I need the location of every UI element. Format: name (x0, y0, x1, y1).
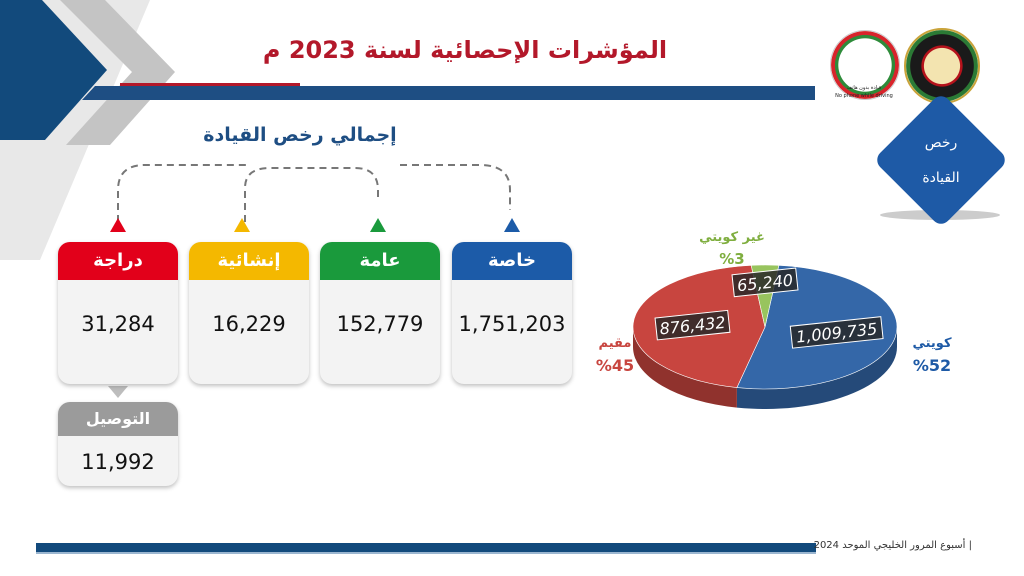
card-private: خاصة 1,751,203 (452, 242, 572, 384)
card-private-label: خاصة (452, 242, 572, 280)
label-non-kuwaiti-name: غير كويتي (699, 230, 765, 245)
card-delivery-label: التوصيل (58, 402, 178, 436)
label-resident-name: مقيم (598, 336, 632, 351)
pie-value-label-0: 1,009,735 (789, 316, 884, 349)
label-kuwaiti-name: كويتي (912, 336, 952, 351)
card-public: عامة 152,779 (320, 242, 440, 384)
footer-caption: | أسبوع المرور الخليجي الموحد 2024 (813, 540, 972, 551)
pie-side-0 (736, 327, 897, 409)
label-kuwaiti-pct: %52 (912, 356, 952, 375)
campaign-logo (830, 30, 900, 100)
card-construction-value: 16,229 (212, 312, 286, 336)
badge-line-1: رخص (924, 135, 958, 151)
card-delivery-value: 11,992 (81, 450, 155, 474)
campaign-logo-caption-en: No phone while driving (835, 93, 893, 99)
card-motorcycle: دراجة 31,284 (58, 242, 178, 384)
card-public-label: عامة (320, 242, 440, 280)
label-non-kuwaiti-pct: %3 (719, 250, 745, 268)
card-public-value: 152,779 (336, 312, 424, 336)
page-title: المؤشرات الإحصائية لسنة 2023 م (262, 36, 668, 64)
badge-line-2: القيادة (922, 170, 960, 186)
card-construction-label: إنشائية (189, 242, 309, 280)
card-private-value: 1,751,203 (458, 312, 566, 336)
pie-value-box-0 (789, 316, 884, 349)
card-motorcycle-value: 31,284 (81, 312, 155, 336)
pie-side-1 (633, 327, 737, 408)
section-subtitle: إجمالي رخص القيادة (203, 124, 397, 146)
label-resident-pct: %45 (595, 356, 635, 375)
card-motorcycle-label: دراجة (58, 242, 178, 280)
campaign-logo-caption: قيادة بدون هاتف (846, 85, 882, 91)
traffic-department-seal (904, 28, 980, 104)
pie-value-label-1: 876,432 (654, 309, 731, 341)
pie-value-box-1 (654, 309, 731, 341)
pie-value-label-2: 65,240 (731, 267, 799, 298)
card-construction: إنشائية 16,229 (189, 242, 309, 384)
pie-value-box-2 (731, 267, 799, 298)
card-delivery: التوصيل 11,992 (58, 402, 178, 486)
